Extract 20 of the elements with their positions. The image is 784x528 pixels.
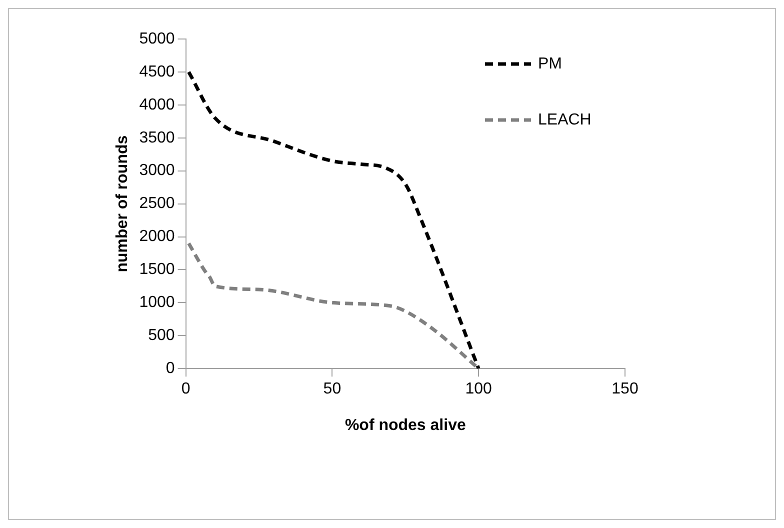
legend-label: PM	[538, 55, 562, 72]
x-tick-label: 100	[465, 380, 492, 398]
x-tick-label: 150	[612, 380, 638, 398]
y-axis-title: number of rounds	[114, 135, 132, 272]
x-tick-label: 0	[181, 380, 190, 398]
y-tick-label: 1000	[139, 294, 175, 312]
y-tick-label: 3500	[139, 129, 175, 146]
y-tick-label: 4000	[139, 96, 175, 114]
y-tick-label: 2000	[139, 228, 175, 246]
x-axis-title: %of nodes alive	[344, 416, 466, 434]
line-series	[186, 70, 480, 369]
y-tick-label: 4500	[139, 63, 175, 80]
y-tick-label: 1500	[139, 261, 175, 278]
y-tick-label: 3000	[139, 162, 175, 180]
x-tick-label: 50	[323, 380, 342, 398]
y-tick-label: 5000	[139, 30, 175, 48]
y-tick-label: 2500	[139, 195, 175, 212]
legend-label: LEACH	[538, 111, 592, 128]
y-tick-label: 500	[148, 327, 175, 344]
y-tick-label: 0	[166, 360, 175, 378]
